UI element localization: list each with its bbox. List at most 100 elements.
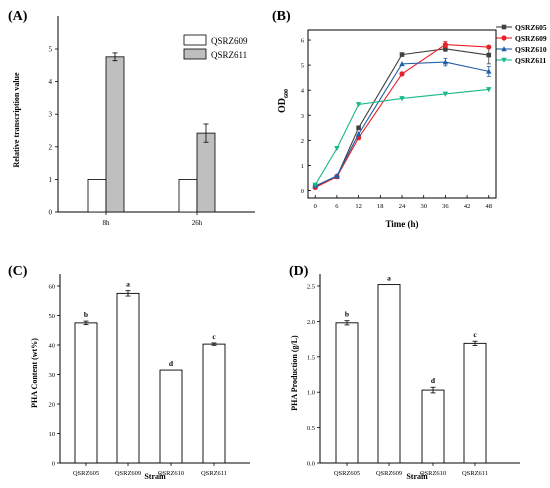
panel-b-point-qsrz611 (486, 87, 492, 93)
panel-d-y-tick-label: 0.0 (307, 461, 315, 468)
panel-a-x-tick-label: 26h (192, 219, 203, 227)
panel-d-errorbar-qsrz605 (344, 320, 350, 326)
panel-d-errorbar-qsrz610 (430, 386, 436, 394)
legend-swatch-qsrz611 (183, 48, 207, 60)
panel-c-y-tick-label: 0 (52, 461, 55, 468)
panel-a-bar-qsrz609-8h (87, 178, 107, 213)
panel-a-y-tick-label: 1 (49, 176, 53, 184)
panel-d-label: (D) (289, 264, 309, 279)
panel-a-x-tick-label: 8h (103, 219, 111, 227)
panel-b-y-tick-label: 2 (301, 138, 304, 145)
panel-b-point-qsrz610 (355, 131, 362, 137)
panel-a-ylabel: Relative transcription value (12, 72, 21, 168)
panel-c-significance-letter: d (169, 359, 174, 368)
panel-d-bar-qsrz605 (335, 322, 359, 464)
panel-b-point-qsrz611 (334, 146, 340, 152)
panel-d-x-tick-label: QSRZ609 (376, 470, 402, 477)
panel-a-errorbar-qsrz611-26h (203, 123, 209, 143)
panel-a-bar-qsrz611-8h (105, 56, 125, 213)
panel-c-plot: 0 10 20 30 40 50 60 QSRZ605 b QSRZ609 a QSRZ610 d QSR… (49, 274, 250, 477)
panel-b-point-qsrz611 (442, 91, 449, 97)
panel-b-line-qsrz605 (314, 48, 489, 188)
panel-b-y-tick-label: 1 (301, 163, 304, 170)
panel-b-point-qsrz610 (334, 173, 340, 179)
panel-b-y-tick-label: 5 (301, 63, 304, 70)
panel-d-errorbar-qsrz611 (472, 340, 478, 346)
panel-c-y-tick-label: 20 (49, 402, 56, 409)
panel-b-x-tick-label: 12 (355, 203, 362, 210)
panel-c-significance-letter: b (84, 310, 88, 319)
panel-c-bar-qsrz605 (74, 322, 98, 464)
panel-b-point-qsrz609 (486, 44, 492, 50)
panel-b-y-tick-label: 3 (301, 113, 304, 120)
panel-a-bar-qsrz611-26h (196, 132, 216, 213)
panel-d-x-tick-label: QSRZ610 (420, 470, 446, 477)
panel-c-y-tick-label: 60 (49, 284, 56, 291)
panel-b-legend-marker-qsrz610 (501, 46, 507, 52)
panel-d: (D) PHA Production (g/L) Strain 0.0 0.5 1.… (289, 264, 520, 481)
panel-a-legend: QSRZ609 QSRZ611 (183, 34, 248, 60)
panel-c-errorbar-qsrz609 (125, 290, 131, 297)
panel-d-bar-qsrz610 (421, 389, 445, 464)
panel-b-point-qsrz605 (399, 52, 405, 57)
panel-b-ylabel: OD600 (277, 89, 290, 113)
panel-b-point-qsrz611 (355, 102, 362, 108)
panel-c-bar-qsrz609 (116, 292, 140, 464)
panel-a-y-tick-label: 2 (49, 143, 53, 151)
panel-a-y-tick-label: 4 (49, 78, 53, 86)
panel-b-legend-marker-qsrz611 (501, 57, 507, 63)
panel-b-legend-label-qsrz611: QSRZ611 (515, 56, 547, 65)
panel-c-xlabel: Strain (144, 472, 166, 481)
legend-swatch-qsrz609 (183, 34, 207, 46)
panel-c-x-tick-label: QSRZ609 (115, 470, 141, 477)
panel-b-x-tick-label: 30 (420, 203, 427, 210)
panel-b-legend-label-qsrz610: QSRZ610 (515, 45, 547, 54)
panel-d-y-tick-label: 1.0 (307, 390, 315, 397)
panel-a-plot: 0 1 2 3 4 5 8h 26h (49, 16, 255, 227)
panel-d-significance-letter: d (431, 376, 436, 385)
panel-b-point-qsrz611 (312, 182, 318, 188)
panel-c-y-tick-label: 10 (49, 431, 56, 438)
panel-b-point-qsrz609 (399, 71, 405, 77)
panel-b-legend-label-qsrz605: QSRZ605 (515, 23, 547, 32)
panel-d-y-tick-label: 2.0 (307, 319, 315, 326)
panel-b-xlabel: Time (h) (385, 219, 418, 229)
panel-b-point-qsrz610 (442, 59, 449, 65)
panel-b: (B) OD600 Time (h) QSRZ605QSRZ609QSRZ610… (272, 9, 547, 229)
panel-b-point-qsrz605 (486, 52, 492, 58)
panel-b-point-qsrz610 (399, 60, 405, 67)
panel-b-point-qsrz610 (486, 68, 492, 74)
panel-a-label: (A) (8, 9, 28, 24)
panel-b-x-tick-label: 36 (442, 203, 449, 210)
panel-d-y-tick-label: 1.5 (307, 354, 315, 361)
panel-a-y-tick-label: 3 (49, 111, 53, 119)
panel-d-x-tick-label: QSRZ611 (462, 470, 488, 477)
panel-c-y-tick-label: 30 (49, 372, 56, 379)
panel-d-significance-letter: c (473, 330, 477, 339)
panel-c-x-tick-label: QSRZ610 (158, 470, 184, 477)
panel-b-point-qsrz605 (443, 46, 448, 52)
panel-b-x-tick-label: 48 (486, 203, 493, 210)
panel-b-point-qsrz609 (442, 41, 448, 48)
panel-c-bar-qsrz610 (159, 369, 183, 464)
panel-b-x-tick-label: 18 (377, 203, 384, 210)
panel-c: (C) PHA Content (wt%) Strain 0 10 20 30 40 50… (8, 264, 250, 481)
panel-c-label: (C) (8, 264, 28, 279)
panel-b-ylabel-sub: 600 (284, 89, 290, 98)
panel-b-y-tick-label: 0 (301, 188, 304, 195)
panel-a-errorbar-qsrz611-8h (112, 52, 118, 62)
panel-b-point-qsrz611 (399, 96, 405, 102)
panel-b-x-tick-label: 6 (335, 203, 339, 210)
panel-b-ylabel-main: OD (277, 98, 288, 113)
svg-text:OD600: OD600 (277, 89, 290, 113)
panel-b-x-tick-label: 42 (464, 203, 471, 210)
panel-d-bar-qsrz609 (377, 284, 401, 464)
panel-c-x-tick-label: QSRZ611 (201, 470, 227, 477)
panel-b-y-tick-label: 4 (301, 88, 305, 95)
panel-d-xlabel: Strain (406, 472, 428, 481)
panel-c-x-tick-label: QSRZ605 (73, 470, 99, 477)
panel-c-y-tick-label: 40 (49, 343, 56, 350)
panel-d-significance-letter: a (387, 274, 391, 283)
panel-a-bar-qsrz609-26h (178, 178, 198, 213)
